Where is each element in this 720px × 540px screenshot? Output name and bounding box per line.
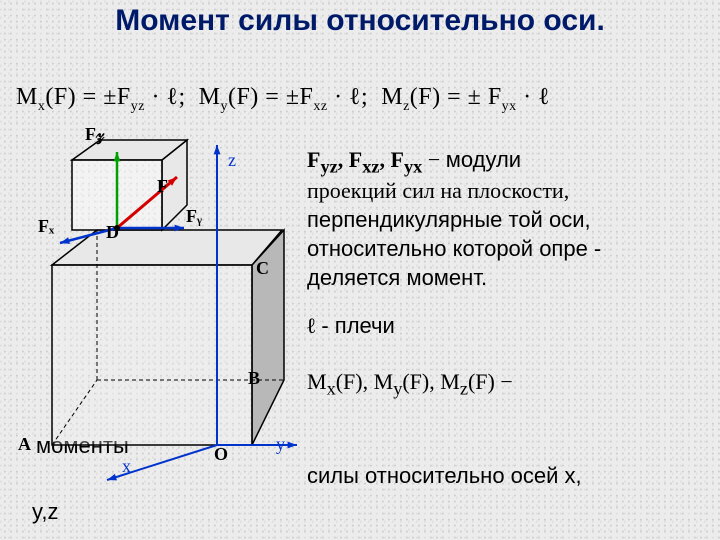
- desc-line-2: проекций сил на плоскости,: [307, 177, 707, 205]
- lever-arm-line: ℓ - плечи: [307, 312, 707, 340]
- label-force-fx: Fₓ: [38, 216, 54, 237]
- desc-line-4: относительно которой опре -: [307, 235, 707, 263]
- desc-line-9: силы относительно осей x,: [307, 462, 707, 490]
- moments-symbols: Mx(F), My(F), Mz(F) −: [307, 368, 707, 400]
- page-title: Момент силы относительно оси.: [0, 4, 720, 37]
- desc-line-10: y,z: [32, 498, 152, 526]
- label-force-f: F: [157, 176, 168, 197]
- label-force-fy: Fᵧ: [186, 206, 202, 227]
- label-axis-x: x: [122, 456, 131, 477]
- desc-line-1: Fyz, Fxz, Fyx − модули: [307, 146, 707, 178]
- label-point-c: C: [256, 258, 269, 279]
- desc-line-3: перпендикулярные той оси,: [307, 206, 707, 234]
- label-point-b: B: [248, 368, 260, 389]
- label-origin: O: [214, 444, 228, 465]
- main-formula: Mx(F) = ±Fyz · ℓ; My(F) = ±Fxz · ℓ; Mz(F…: [16, 84, 706, 115]
- label-point-d: D: [106, 222, 119, 243]
- label-axis-z: z: [228, 150, 236, 171]
- label-point-a: A: [18, 434, 31, 455]
- label-force-fz: F𝓏: [85, 124, 104, 145]
- desc-line-5: деляется момент.: [307, 264, 707, 292]
- label-axis-y: y: [276, 434, 285, 455]
